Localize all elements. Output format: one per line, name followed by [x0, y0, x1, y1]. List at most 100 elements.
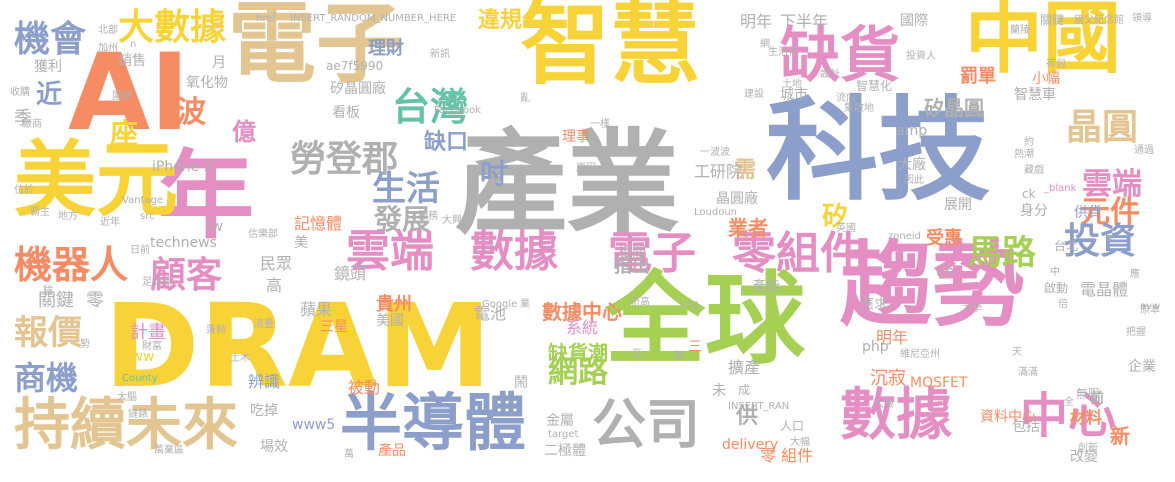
cloud-word: 零組件 — [732, 228, 864, 279]
cloud-word: 缺口 — [424, 130, 469, 155]
cloud-word: 台灣 — [392, 85, 469, 129]
cloud-word: 倍 — [1058, 299, 1068, 310]
cloud-word: 美元 — [14, 133, 179, 228]
cloud-word: 產業 — [455, 119, 679, 249]
cloud-word: 數據 — [470, 226, 558, 277]
cloud-word: 相關 — [618, 245, 646, 261]
cloud-word: 雲端 — [1082, 167, 1142, 202]
cloud-word: php — [862, 339, 889, 355]
cloud-word: 國際 — [900, 13, 928, 29]
cloud-word: 熱潮 — [1014, 149, 1034, 160]
cloud-word: 地方 — [58, 211, 78, 222]
cloud-word: 萬業區 — [154, 445, 184, 456]
cloud-word: 獲利 — [34, 59, 62, 75]
cloud-word: 啟動 — [1044, 281, 1069, 295]
cloud-word: 工研院 — [694, 162, 743, 181]
cloud-word: 數據 — [840, 383, 952, 448]
cloud-word: 日前 — [130, 245, 150, 256]
cloud-word: 關鍵 — [1040, 13, 1065, 27]
cloud-word: 智慧 — [520, 0, 700, 97]
cloud-word: 近 — [36, 80, 63, 110]
cloud-word: 勞登郡 — [290, 139, 399, 180]
cloud-word: 至 — [632, 349, 642, 360]
cloud-word: ae7f5990 — [326, 59, 384, 73]
cloud-word: 矽晶圓廠 — [330, 81, 386, 97]
cloud-word: 罰單 — [960, 66, 996, 87]
cloud-word: technews — [150, 235, 217, 251]
cloud-word: 晶圓廠 — [716, 191, 758, 207]
cloud-word: 業者 — [728, 216, 768, 240]
cloud-word: 北部 — [98, 25, 118, 36]
cloud-word: Google — [482, 299, 518, 310]
cloud-word: cb — [936, 262, 955, 281]
cloud-word: 計畫 — [130, 322, 166, 343]
cloud-word: zoneid — [888, 231, 921, 242]
cloud-word: 身分 — [1020, 203, 1048, 219]
cloud-word: 沉寂 — [870, 368, 906, 389]
cloud-word: 馬路 — [968, 233, 1036, 273]
cloud-word: 供貨 — [1074, 205, 1102, 221]
cloud-word: 理財 — [368, 38, 404, 59]
cloud-word: 投資人 — [906, 51, 936, 62]
cloud-word: 天 — [1012, 347, 1022, 358]
cloud-word: 約 — [1024, 137, 1034, 148]
cloud-word: 大腦 — [117, 392, 137, 403]
cloud-word: 零 — [86, 290, 104, 311]
cloud-word: 集散地 — [844, 103, 874, 114]
cloud-word: 辨識 — [248, 372, 281, 391]
cloud-word: 藏戲 — [1024, 165, 1044, 176]
cloud-word: 大廠 — [898, 157, 926, 173]
cloud-word: 貴州 — [376, 294, 412, 315]
cloud-word: 材料 — [1070, 408, 1103, 427]
cloud-word: 前 — [1090, 391, 1104, 407]
cloud-word: 大學 — [962, 303, 982, 314]
cloud-word: 年 — [158, 140, 254, 252]
cloud-word: 信樂部 — [248, 229, 278, 240]
cloud-word: 指出 — [614, 256, 650, 277]
cloud-word: 缺貨 — [780, 21, 900, 91]
cloud-word: 中 — [1050, 267, 1060, 278]
cloud-word: 機會 — [14, 19, 87, 60]
cloud-word: 滿滿 — [1018, 367, 1038, 378]
cloud-word: 產品 — [378, 443, 406, 459]
cloud-word: 把握 — [1126, 327, 1146, 338]
cloud-word: 荷包 — [1046, 59, 1066, 70]
cloud-word: tw — [206, 219, 223, 235]
cloud-word: 改變 — [1070, 449, 1098, 465]
cloud-word: 流向 — [836, 93, 856, 104]
cloud-word: 土木 — [230, 353, 250, 364]
cloud-word: 理事 — [562, 129, 590, 145]
cloud-word: 小幅 — [1032, 71, 1060, 87]
cloud-word: 中心 — [1020, 388, 1117, 444]
cloud-word: 金屬 — [546, 413, 574, 429]
cloud-word: 生活化 — [768, 47, 798, 58]
cloud-word: amp — [896, 123, 928, 139]
cloud-word: 包括 — [1012, 419, 1040, 435]
cloud-word: 創新 — [1078, 443, 1098, 454]
cloud-word: 維尼亞州 — [900, 349, 940, 360]
cloud-word: 廠商 — [22, 119, 42, 130]
cloud-word: 趨勢 — [840, 232, 1025, 339]
cloud-word: 電池 — [474, 304, 507, 323]
cloud-word: 網 — [760, 39, 770, 50]
cloud-word: 數據中心 — [542, 300, 622, 324]
cloud-word: 無限 — [1076, 387, 1101, 401]
cloud-word: 違規 — [478, 8, 523, 33]
cloud-word: 收購 — [10, 87, 30, 98]
cloud-word: 供 — [736, 404, 759, 429]
cloud-word: 未 — [712, 383, 726, 399]
cloud-word: 科技 — [766, 86, 990, 216]
cloud-word: 生活 — [372, 169, 440, 209]
cloud-word: 系統 — [566, 318, 599, 337]
cloud-word: 蘭陵 — [1010, 25, 1030, 36]
cloud-word: 雲端 — [346, 226, 434, 277]
cloud-word: 三星 — [320, 319, 348, 335]
cloud-word: 場效 — [260, 439, 288, 455]
cloud-word: 全球 — [605, 261, 805, 378]
cloud-word: 明年 — [876, 328, 909, 347]
cloud-word: 鬧 — [514, 375, 528, 391]
cloud-word: 成 — [738, 383, 751, 397]
cloud-word: www5 — [292, 417, 336, 433]
cloud-word: Loudoun — [694, 207, 737, 218]
cloud-word: 土地 — [782, 79, 802, 90]
